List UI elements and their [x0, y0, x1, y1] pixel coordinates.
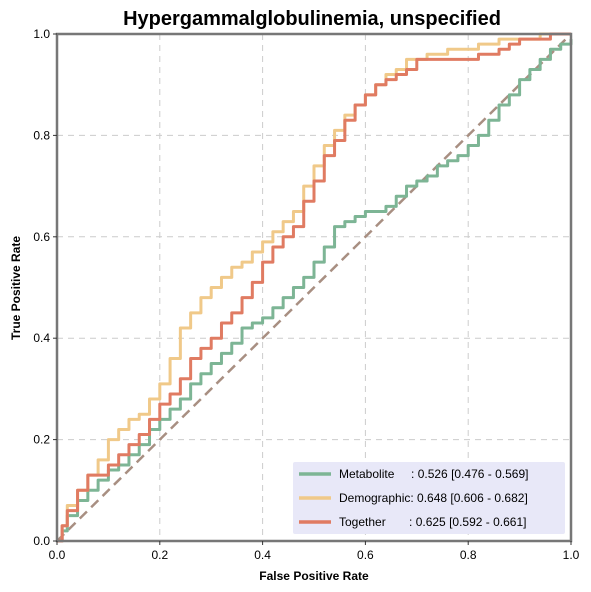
- x-axis-ticks: 0.0 0.2 0.4 0.6 0.8 1.0: [49, 541, 580, 562]
- series-layer: [57, 32, 573, 543]
- legend-entry-metabolite: Metabolite : 0.526 [0.476 - 0.569]: [339, 467, 528, 481]
- series-line-demographic: [57, 32, 571, 543]
- chart-title: Hypergammalglobulinemia, unspecified: [123, 8, 501, 30]
- y-tick-label: 0.0: [33, 534, 50, 548]
- series-line-metabolite: [57, 39, 573, 543]
- y-tick-label: 1.0: [33, 27, 50, 41]
- x-tick-label: 0.4: [254, 548, 271, 562]
- y-tick-label: 0.6: [33, 230, 50, 244]
- x-tick-label: 0.6: [357, 548, 374, 562]
- legend: Metabolite : 0.526 [0.476 - 0.569] Demogr…: [293, 462, 565, 534]
- y-tick-label: 0.2: [33, 433, 50, 447]
- y-axis-label: True Positive Rate: [9, 236, 23, 340]
- series-line-together: [57, 32, 571, 543]
- y-tick-label: 0.8: [33, 128, 50, 142]
- x-tick-label: 0.0: [49, 548, 66, 562]
- y-tick-label: 0.4: [33, 331, 50, 345]
- x-tick-label: 0.2: [151, 548, 168, 562]
- x-tick-label: 1.0: [563, 548, 580, 562]
- legend-entry-together: Together : 0.625 [0.592 - 0.661]: [339, 515, 526, 529]
- x-axis-label: False Positive Rate: [259, 569, 369, 583]
- grid-lines: [57, 34, 571, 541]
- y-axis-ticks: 0.0 0.2 0.4 0.6 0.8 1.0: [33, 27, 57, 548]
- plot-frame: [55, 32, 573, 543]
- chance-diagonal: [56, 33, 572, 542]
- legend-entry-demographic: Demographic: 0.648 [0.606 - 0.682]: [339, 491, 528, 505]
- x-tick-label: 0.8: [460, 548, 477, 562]
- legend-background: [293, 462, 565, 534]
